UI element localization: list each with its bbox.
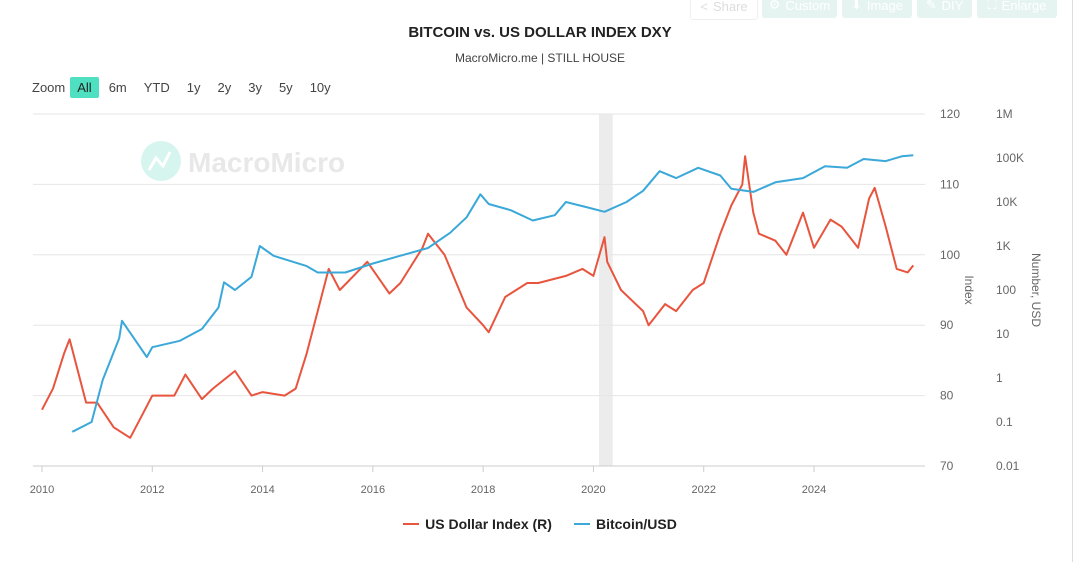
zoom-button-3y[interactable]: 3y: [248, 80, 262, 95]
diy-button[interactable]: ✎ DIY: [917, 0, 972, 18]
legend-item-dxy[interactable]: US Dollar Index (R): [403, 516, 552, 532]
x-axis-tick: 2014: [250, 484, 274, 496]
right-axis-tick: 10: [996, 327, 1010, 341]
dxy-line: [41, 155, 915, 439]
custom-button[interactable]: ⚙ Custom: [762, 0, 837, 18]
zoom-button-ytd[interactable]: YTD: [143, 80, 170, 95]
right-axis-tick: 100K: [996, 151, 1024, 165]
x-axis-tick: 2022: [691, 484, 715, 496]
left-axis-tick: 70: [940, 459, 954, 473]
x-axis-tick: 2016: [361, 484, 385, 496]
recession-shade: [598, 114, 613, 466]
left-axis-tick: 80: [940, 389, 954, 403]
right-axis-tick: 0.1: [996, 415, 1013, 429]
left-axis-tick: 90: [940, 318, 954, 332]
zoom-button-10y[interactable]: 10y: [309, 80, 331, 95]
zoom-button-all[interactable]: All: [70, 77, 99, 98]
zoom-label: Zoom: [32, 80, 66, 95]
zoom-button-1y[interactable]: 1y: [186, 80, 201, 95]
bitcoin-line: [71, 154, 914, 433]
right-axis-tick: 1: [996, 371, 1003, 385]
left-axis-tick: 110: [940, 177, 959, 191]
left-axis-tick: 100: [940, 248, 960, 262]
left-axis-label: Index: [962, 275, 976, 304]
enlarge-button[interactable]: ⛶ Enlarge: [977, 0, 1057, 18]
zoom-button-2y[interactable]: 2y: [217, 80, 232, 95]
right-axis-tick: 0.01: [996, 459, 1020, 473]
right-axis-tick: 100: [996, 283, 1016, 297]
x-axis-tick: 2020: [581, 484, 605, 496]
right-axis-tick: 1K: [996, 239, 1011, 253]
expand-icon: ⛶: [987, 0, 997, 12]
watermark-logo-mark: [147, 151, 172, 171]
watermark-logo-icon: [141, 141, 181, 181]
right-axis-tick: 10K: [996, 195, 1017, 209]
image-button[interactable]: ⬇ Image: [842, 0, 912, 18]
pencil-icon: ✎: [925, 0, 937, 12]
watermark-text: MacroMicro: [188, 147, 345, 178]
share-button[interactable]: < Share: [690, 0, 758, 20]
x-axis-tick: 2012: [140, 484, 164, 496]
x-axis-tick: 2018: [471, 484, 495, 496]
gear-icon: ⚙: [768, 0, 781, 12]
zoom-button-6m[interactable]: 6m: [108, 80, 127, 95]
download-icon: ⬇: [850, 0, 862, 12]
zoom-button-5y[interactable]: 5y: [278, 80, 293, 95]
share-icon: <: [700, 0, 708, 14]
chart-title: BITCOIN vs. US DOLLAR INDEX DXY: [408, 24, 672, 41]
x-axis-tick: 2024: [802, 484, 826, 496]
left-axis-tick: 120: [940, 107, 960, 121]
zoom-selector: Zoom All 6m YTD 1y 2y 3y 5y 10y: [32, 77, 341, 98]
chart-subtitle: MacroMicro.me | STILL HOUSE: [454, 51, 626, 65]
legend-item-bitcoin[interactable]: Bitcoin/USD: [573, 516, 677, 532]
right-axis-tick: 1M: [996, 107, 1013, 121]
chart: 7080901001101200.010.11101001K10K100K1M2…: [30, 107, 1043, 496]
x-axis-tick: 2010: [30, 484, 54, 496]
legend: US Dollar Index (R) Bitcoin/USD: [0, 516, 1073, 532]
right-axis-label: Number, USD: [1029, 253, 1043, 327]
